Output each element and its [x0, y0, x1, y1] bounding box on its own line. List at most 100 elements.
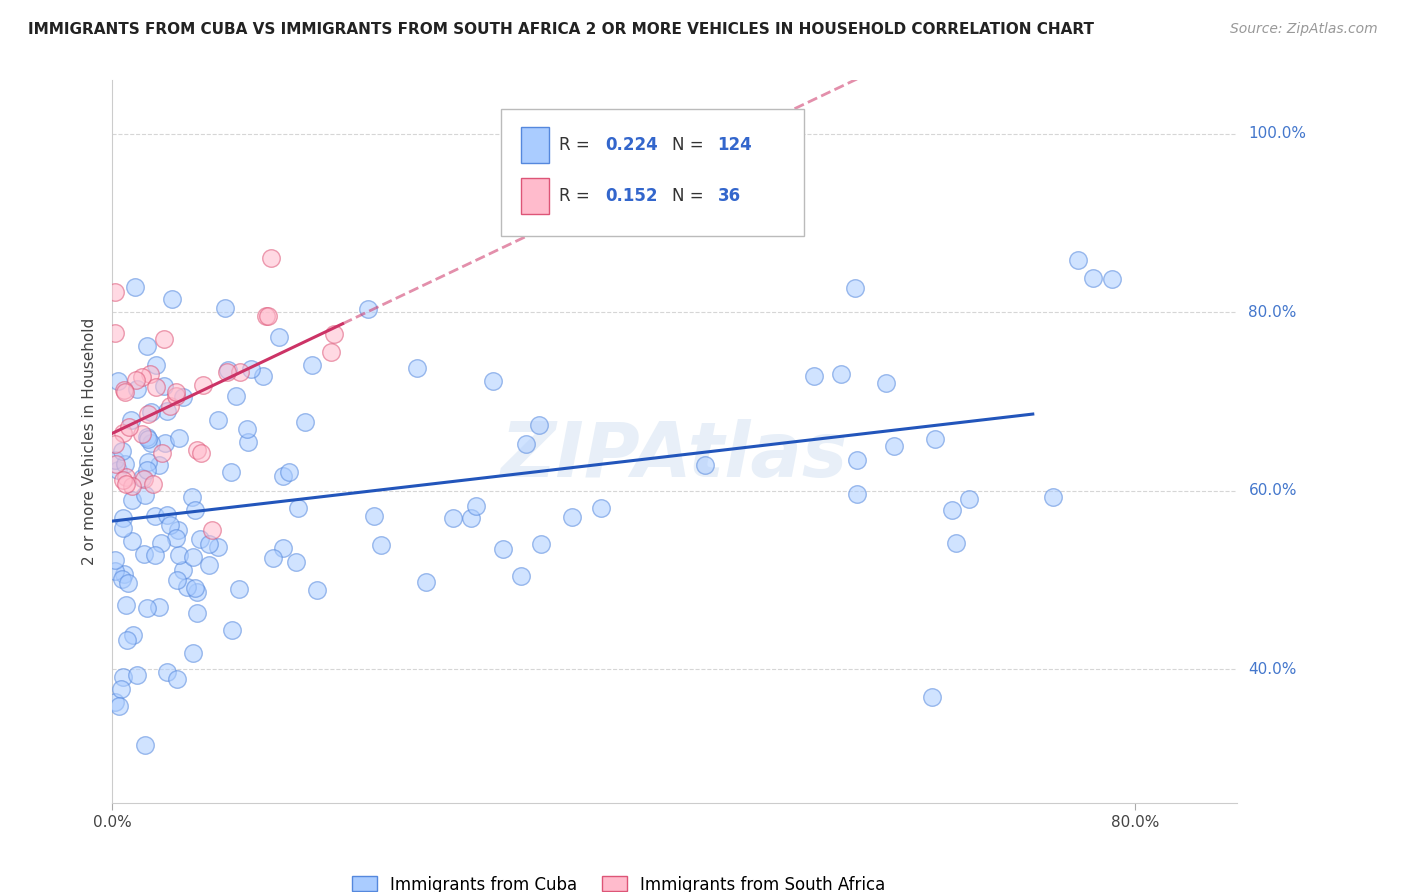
- Point: [441, 510, 464, 524]
- Point: [143, 508, 166, 523]
- Point: [115, 469, 138, 483]
- Point: [356, 301, 378, 316]
- Point: [1101, 271, 1123, 285]
- Point: [104, 553, 127, 567]
- Point: [875, 376, 897, 390]
- Point: [307, 582, 329, 597]
- Point: [803, 369, 825, 384]
- Point: [148, 458, 170, 473]
- Point: [198, 537, 221, 551]
- Y-axis label: 2 or more Vehicles in Household: 2 or more Vehicles in Household: [82, 318, 97, 566]
- Point: [108, 698, 131, 713]
- Point: [125, 373, 148, 387]
- Point: [921, 690, 943, 704]
- Point: [1042, 490, 1064, 504]
- Point: [321, 345, 343, 359]
- Point: [105, 458, 128, 472]
- Point: [191, 378, 214, 392]
- Point: [221, 623, 243, 637]
- Point: [188, 532, 211, 546]
- Point: [509, 569, 531, 583]
- Point: [127, 383, 149, 397]
- Point: [114, 457, 136, 471]
- Point: [190, 446, 212, 460]
- Text: 0.224: 0.224: [605, 136, 658, 154]
- Point: [125, 668, 148, 682]
- Point: [167, 548, 190, 562]
- Point: [149, 536, 172, 550]
- Point: [135, 463, 157, 477]
- Point: [845, 486, 868, 500]
- Point: [228, 582, 250, 597]
- Point: [153, 435, 176, 450]
- Point: [145, 358, 167, 372]
- Point: [214, 301, 236, 315]
- Text: ZIPAtlas: ZIPAtlas: [501, 419, 849, 493]
- Point: [591, 501, 613, 516]
- Point: [165, 384, 187, 399]
- Point: [830, 367, 852, 381]
- Point: [1066, 253, 1088, 268]
- Point: [482, 375, 505, 389]
- Point: [114, 598, 136, 612]
- Point: [159, 518, 181, 533]
- Point: [957, 491, 980, 506]
- Point: [150, 446, 173, 460]
- Point: [186, 606, 208, 620]
- Point: [405, 360, 427, 375]
- Text: N =: N =: [672, 187, 709, 205]
- Point: [363, 509, 385, 524]
- Point: [115, 633, 138, 648]
- Point: [167, 523, 190, 537]
- Point: [139, 367, 162, 381]
- Point: [285, 555, 308, 569]
- Point: [136, 432, 159, 446]
- Point: [104, 564, 127, 578]
- Point: [184, 503, 207, 517]
- Point: [236, 422, 259, 436]
- Point: [172, 563, 194, 577]
- Point: [271, 541, 294, 555]
- Point: [165, 389, 187, 403]
- Point: [111, 572, 134, 586]
- Point: [254, 309, 277, 323]
- Point: [1081, 271, 1104, 285]
- Point: [186, 585, 208, 599]
- Point: [111, 511, 134, 525]
- Point: [110, 681, 132, 696]
- Point: [131, 427, 153, 442]
- Point: [121, 479, 143, 493]
- Point: [136, 339, 159, 353]
- Point: [267, 329, 290, 343]
- Point: [201, 523, 224, 537]
- Point: [260, 251, 283, 265]
- Point: [273, 468, 295, 483]
- Point: [131, 471, 153, 485]
- Point: [153, 331, 176, 345]
- Point: [229, 365, 252, 379]
- Point: [181, 549, 204, 564]
- Point: [370, 538, 392, 552]
- Point: [301, 358, 323, 372]
- Point: [527, 418, 550, 433]
- Point: [941, 503, 963, 517]
- Point: [136, 430, 159, 444]
- Point: [139, 404, 162, 418]
- Point: [104, 326, 127, 340]
- Point: [112, 383, 135, 397]
- Point: [207, 540, 229, 554]
- Point: [165, 531, 187, 545]
- Point: [166, 673, 188, 687]
- Point: [121, 628, 143, 642]
- Point: [294, 415, 316, 429]
- Point: [156, 508, 179, 522]
- Point: [238, 435, 260, 450]
- Point: [114, 385, 136, 400]
- Point: [181, 491, 204, 505]
- Point: [111, 474, 134, 488]
- Point: [104, 437, 127, 451]
- Point: [156, 665, 179, 680]
- Point: [134, 487, 156, 501]
- Point: [104, 695, 127, 709]
- Point: [121, 533, 143, 548]
